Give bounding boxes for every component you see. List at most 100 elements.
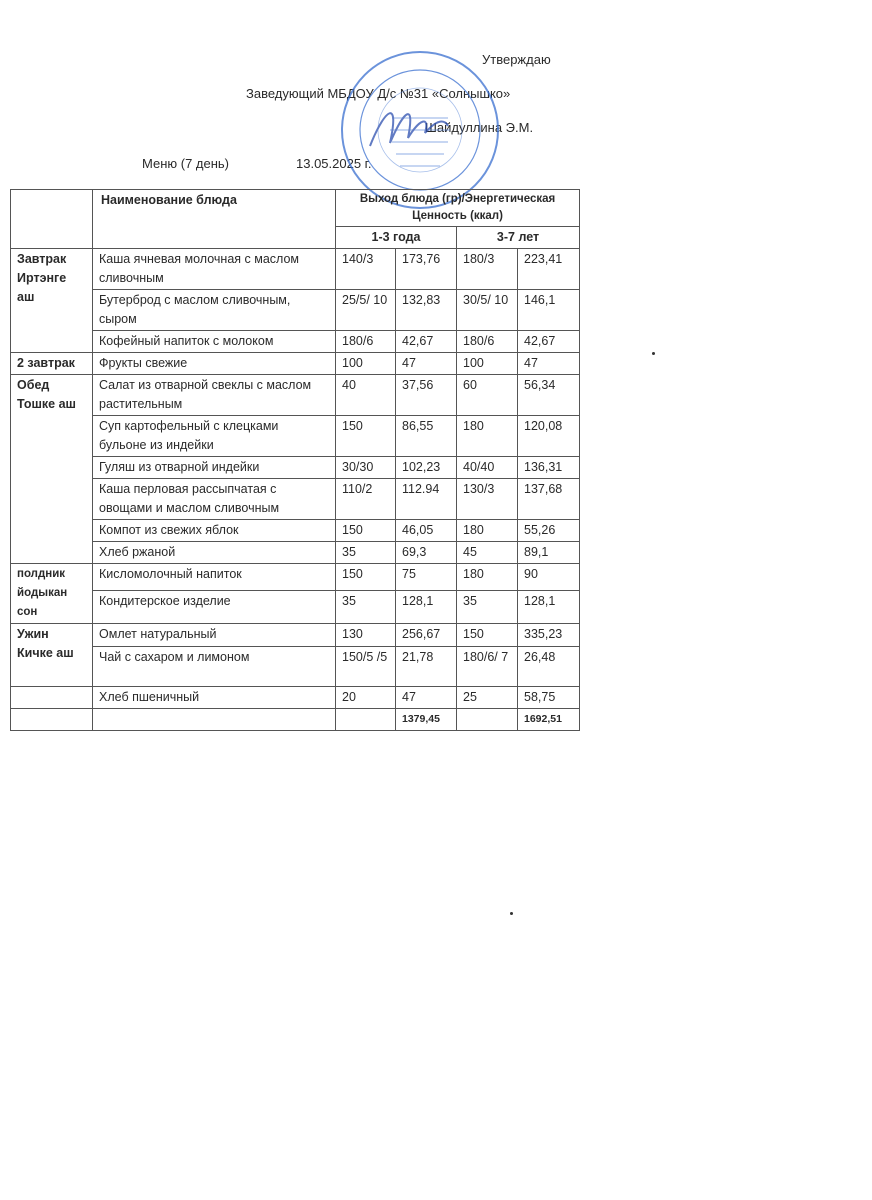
- kcal-3-7: 26,48: [516, 646, 581, 687]
- output-3-7: 30/5/ 10: [456, 289, 518, 331]
- kcal-1-3: 256,67: [395, 623, 457, 647]
- total-kcal-1-3: 1379,45: [395, 708, 457, 731]
- header-empty-cell: [10, 189, 93, 249]
- table-header-row: Наименование блюда Выход блюда (гр)/Энер…: [10, 189, 581, 249]
- output-3-7: 180: [456, 562, 518, 592]
- output-1-3: 100: [335, 352, 396, 375]
- empty-cell: [335, 708, 396, 731]
- table-row: Хлеб пшеничный 20 47 25 58,75: [10, 686, 581, 709]
- output-1-3: 35: [335, 541, 396, 564]
- output-3-7: 45: [456, 541, 518, 564]
- table-row: Кондитерское изделие 35 128,1 35 128,1: [11, 590, 581, 624]
- kcal-1-3: 173,76: [395, 248, 457, 290]
- header-age-1-3: 1-3 года: [335, 226, 457, 249]
- output-1-3: 30/30: [335, 456, 396, 479]
- dish-name: Компот из свежих яблок: [92, 519, 336, 542]
- meal-group-label: Ужин Кичке аш: [10, 623, 93, 687]
- table-row: Чай с сахаром и лимоном 150/5 /5 21,78 180/…: [11, 646, 581, 687]
- kcal-3-7: 128,1: [516, 590, 581, 624]
- kcal-3-7: 335,23: [516, 623, 581, 647]
- kcal-1-3: 86,55: [395, 415, 457, 457]
- kcal-1-3: 46,05: [395, 519, 457, 542]
- menu-table: Наименование блюда Выход блюда (гр)/Энер…: [10, 189, 581, 731]
- output-3-7: 180/3: [456, 248, 518, 290]
- approval-label: Утверждаю: [482, 52, 551, 67]
- dish-name: Хлеб ржаной: [92, 541, 336, 564]
- table-row: Завтрак Иртэнге аш Каша ячневая молочная …: [10, 248, 581, 353]
- output-1-3: 40: [335, 374, 396, 416]
- header-age-3-7: 3-7 лет: [455, 226, 581, 249]
- menu-title: Меню (7 день): [142, 156, 230, 171]
- kcal-1-3: 47: [395, 686, 457, 709]
- output-1-3: 150: [335, 562, 396, 592]
- head-position: Заведующий МБДОУ Д/с №31 «Солнышко»: [246, 86, 511, 101]
- dish-name: Омлет натуральный: [92, 623, 336, 647]
- kcal-3-7: 42,67: [516, 330, 581, 353]
- output-3-7: 150: [456, 623, 518, 647]
- official-stamp-icon: [341, 51, 499, 209]
- output-3-7: 180: [456, 519, 518, 542]
- output-1-3: 150/5 /5: [335, 646, 396, 687]
- kcal-3-7: 58,75: [516, 686, 581, 709]
- kcal-1-3: 132,83: [395, 289, 457, 331]
- output-3-7: 40/40: [456, 456, 518, 479]
- kcal-1-3: 128,1: [395, 590, 457, 624]
- dish-name: Кофейный напиток с молоком: [92, 330, 336, 353]
- output-3-7: 100: [456, 352, 518, 375]
- kcal-3-7: 223,41: [516, 248, 581, 290]
- dish-name: Каша ячневая молочная с маслом сливочным: [92, 248, 336, 290]
- head-name: Шайдуллина Э.М.: [425, 120, 534, 135]
- total-row: 1379,45 1692,51: [10, 708, 581, 731]
- output-3-7: 180/6: [456, 330, 518, 353]
- meal-group-label: Обед Тошке аш: [10, 374, 93, 564]
- dish-name: Фрукты свежие: [92, 352, 336, 375]
- output-3-7: 25: [456, 686, 518, 709]
- kcal-1-3: 112.94: [395, 478, 457, 520]
- kcal-3-7: 146,1: [516, 289, 581, 331]
- dish-name: Салат из отварной свеклы с маслом растит…: [92, 374, 336, 416]
- table-row: 2 завтрак Фрукты свежие 100 47 100 47: [10, 352, 581, 375]
- empty-cell: [10, 708, 93, 731]
- meal-group-label: Завтрак Иртэнге аш: [10, 248, 93, 353]
- meal-group-label: 2 завтрак: [10, 352, 93, 375]
- signature-icon: [369, 112, 449, 147]
- empty-cell: [92, 708, 336, 731]
- dish-name: Кондитерское изделие: [92, 590, 336, 624]
- kcal-3-7: 55,26: [516, 519, 581, 542]
- table-row: Каша перловая рассыпчатая с овощами и ма…: [11, 478, 581, 520]
- kcal-3-7: 136,31: [516, 456, 581, 479]
- kcal-3-7: 47: [516, 352, 581, 375]
- output-1-3: 110/2: [335, 478, 396, 520]
- table-row: полдник йодыкан сон Кисломолочный напиток…: [10, 562, 581, 624]
- kcal-3-7: 90: [516, 562, 581, 592]
- output-1-3: 140/3: [335, 248, 396, 290]
- output-1-3: 150: [335, 415, 396, 457]
- kcal-1-3: 75: [395, 562, 457, 592]
- empty-cell: [10, 686, 93, 709]
- table-row: Обед Тошке аш Салат из отварной свеклы с …: [10, 374, 581, 564]
- output-1-3: 150: [335, 519, 396, 542]
- kcal-3-7: 56,34: [516, 374, 581, 416]
- table-row: Кофейный напиток с молоком 180/6 42,67 180/…: [11, 330, 581, 353]
- output-3-7: 180/6/ 7: [456, 646, 518, 687]
- kcal-1-3: 37,56: [395, 374, 457, 416]
- table-row: Хлеб ржаной 35 69,3 45 89,1: [11, 541, 581, 564]
- dish-name: Суп картофельный с клецками бульоне из и…: [92, 415, 336, 457]
- output-3-7: 130/3: [456, 478, 518, 520]
- dish-name: Бутерброд с маслом сливочным, сыром: [92, 289, 336, 331]
- table-row: Суп картофельный с клецками бульоне из и…: [11, 415, 581, 457]
- table-row: Ужин Кичке аш Омлет натуральный 130 256,67 1…: [10, 623, 581, 687]
- total-kcal-3-7: 1692,51: [516, 708, 581, 731]
- table-row: Бутерброд с маслом сливочным, сыром 25/5/…: [11, 289, 581, 331]
- kcal-3-7: 89,1: [516, 541, 581, 564]
- kcal-1-3: 42,67: [395, 330, 457, 353]
- kcal-3-7: 137,68: [516, 478, 581, 520]
- header-output: Выход блюда (гр)/Энергетическая Ценность…: [334, 189, 581, 227]
- kcal-1-3: 102,23: [395, 456, 457, 479]
- output-3-7: 35: [456, 590, 518, 624]
- header-dish-name: Наименование блюда: [92, 189, 336, 249]
- output-1-3: 35: [335, 590, 396, 624]
- kcal-3-7: 120,08: [516, 415, 581, 457]
- kcal-1-3: 47: [395, 352, 457, 375]
- dish-name: Хлеб пшеничный: [92, 686, 336, 709]
